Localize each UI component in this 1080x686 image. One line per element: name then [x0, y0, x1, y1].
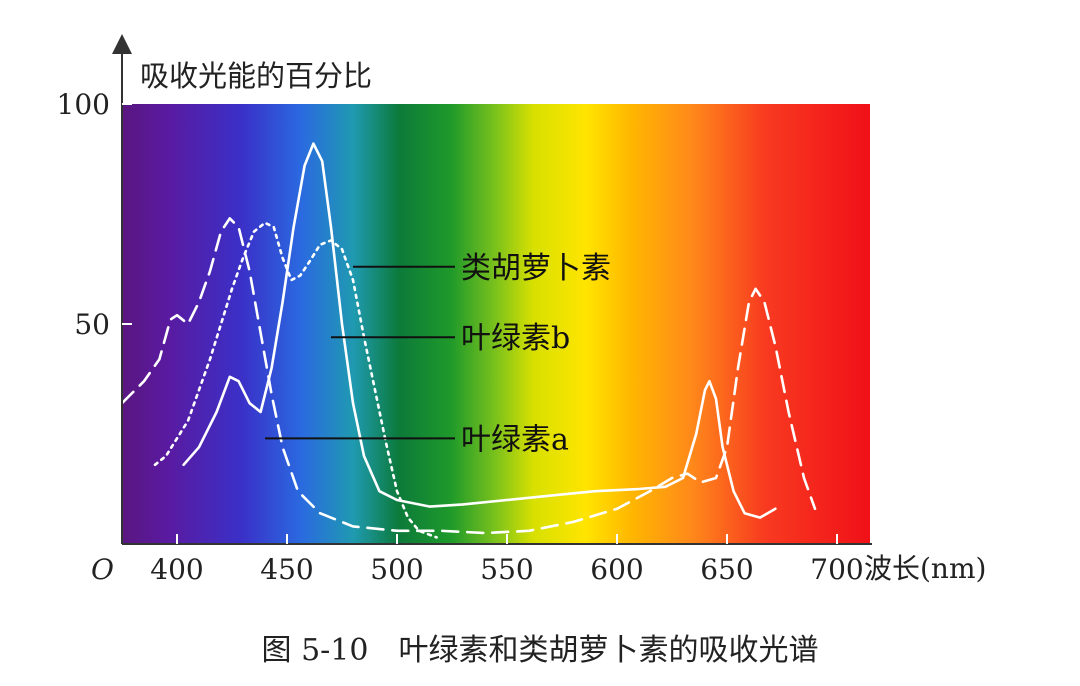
x-axis-label: 波长(nm) [864, 552, 986, 585]
annotation-label-2: 叶绿素a [461, 422, 569, 457]
x-tick-label-2: 500 [370, 553, 423, 586]
annotation-label-0: 类胡萝卜素 [461, 251, 611, 286]
x-tick-label-3: 550 [480, 553, 533, 586]
y-tick-label-1: 100 [57, 88, 110, 121]
series-line-0 [120, 217, 817, 535]
figure-caption: 图 5-10 叶绿素和类胡萝卜素的吸收光谱 [262, 633, 819, 668]
origin-label: O [91, 553, 114, 586]
x-tick-label-5: 650 [700, 553, 753, 586]
y-axis-label: 吸收光能的百分比 [140, 59, 372, 93]
series-line-1 [182, 142, 777, 519]
spectrum-background [122, 104, 870, 544]
x-tick-label-4: 600 [590, 553, 643, 586]
x-tick-label-0: 400 [150, 553, 203, 586]
annotation-label-1: 叶绿素b [461, 321, 570, 356]
series-layer [120, 142, 817, 539]
x-tick-label-1: 450 [260, 553, 313, 586]
series-line-2 [153, 221, 438, 539]
x-tick-label-6: 700 [810, 553, 863, 586]
tick-layer: 400 450 500 550 600 650 700 50 100 [57, 88, 864, 586]
y-tick-label-0: 50 [74, 308, 110, 341]
